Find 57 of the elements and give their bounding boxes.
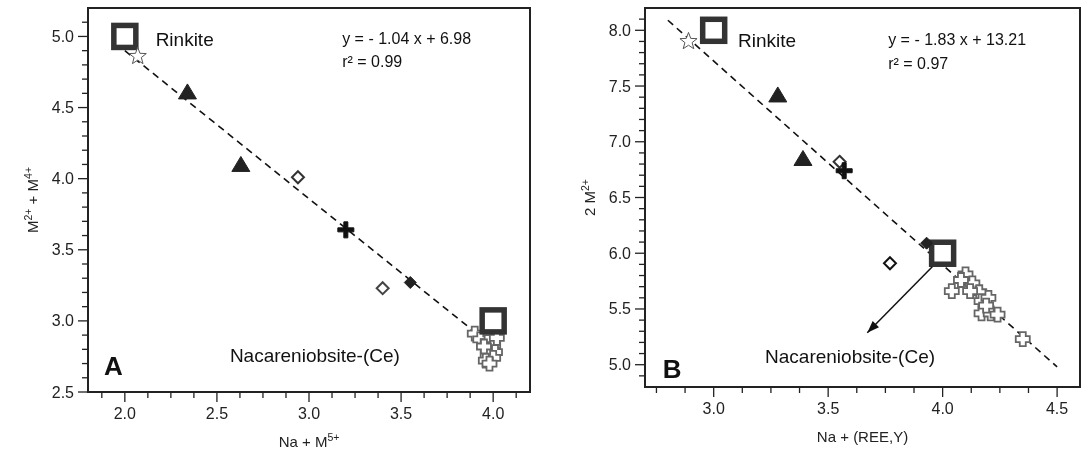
- x-tick-label: 4.5: [1045, 400, 1069, 417]
- x-tick-label: 3.0: [297, 405, 321, 422]
- point: [375, 281, 390, 296]
- point: [403, 275, 417, 289]
- x-axis-title: Na + (REE,Y): [816, 428, 909, 445]
- x-tick-label: 2.0: [113, 405, 137, 422]
- point: [953, 272, 969, 288]
- annotation: A: [103, 351, 123, 382]
- point: [476, 338, 492, 355]
- point: [962, 283, 979, 300]
- y-tick-label: 5.5: [608, 300, 632, 318]
- y-tick-label: 3.5: [51, 241, 75, 259]
- point: [479, 307, 507, 335]
- point: [920, 236, 934, 250]
- point: [928, 239, 957, 267]
- y-tick-label: 4.0: [51, 170, 75, 188]
- y-tick-label: 6.0: [608, 244, 632, 262]
- point: [679, 31, 698, 50]
- annotation: r² = 0.97: [888, 55, 949, 73]
- point: [290, 170, 305, 185]
- point: [1014, 331, 1031, 347]
- x-tick-label: 2.5: [205, 405, 229, 422]
- point: [231, 155, 251, 172]
- y-tick-label: 3.0: [51, 312, 75, 330]
- y-tick-label: 5.0: [608, 356, 632, 374]
- point: [128, 46, 147, 65]
- point: [111, 22, 139, 51]
- y-tick-label: 2.5: [51, 383, 75, 401]
- annotation: Nacareniobsite-(Ce): [765, 346, 936, 368]
- point: [768, 86, 788, 103]
- point: [793, 149, 813, 166]
- annotation: B: [662, 353, 682, 384]
- annotation: r² = 0.99: [342, 53, 403, 71]
- annotation: y = - 1.04 x + 6.98: [342, 30, 472, 48]
- point: [699, 16, 728, 45]
- point: [835, 162, 853, 180]
- point: [943, 283, 960, 300]
- x-tick-label: 4.0: [482, 405, 505, 422]
- annotation: Rinkite: [155, 29, 214, 51]
- y-tick-label: 5.0: [51, 27, 75, 45]
- y-tick-label: 8.0: [608, 21, 632, 39]
- y-tick-label: 7.5: [608, 77, 632, 95]
- point: [882, 256, 897, 271]
- point: [337, 221, 355, 239]
- point: [177, 83, 197, 100]
- annotation: Nacareniobsite-(Ce): [229, 345, 400, 367]
- y-tick-label: 6.5: [608, 189, 632, 206]
- x-tick-label: 3.0: [702, 400, 725, 417]
- x-tick-label: 3.5: [389, 405, 413, 422]
- y-tick-label: 7.0: [608, 133, 632, 151]
- point: [978, 297, 995, 314]
- annotation: Rinkite: [738, 30, 797, 52]
- x-axis-title: Na + M$^{5+}$: [278, 431, 340, 450]
- y-tick-label: 4.5: [51, 99, 75, 117]
- x-tick-label: 4.0: [931, 400, 954, 417]
- annotation: y = - 1.83 x + 13.21: [888, 31, 1027, 49]
- x-tick-label: 3.5: [817, 400, 840, 417]
